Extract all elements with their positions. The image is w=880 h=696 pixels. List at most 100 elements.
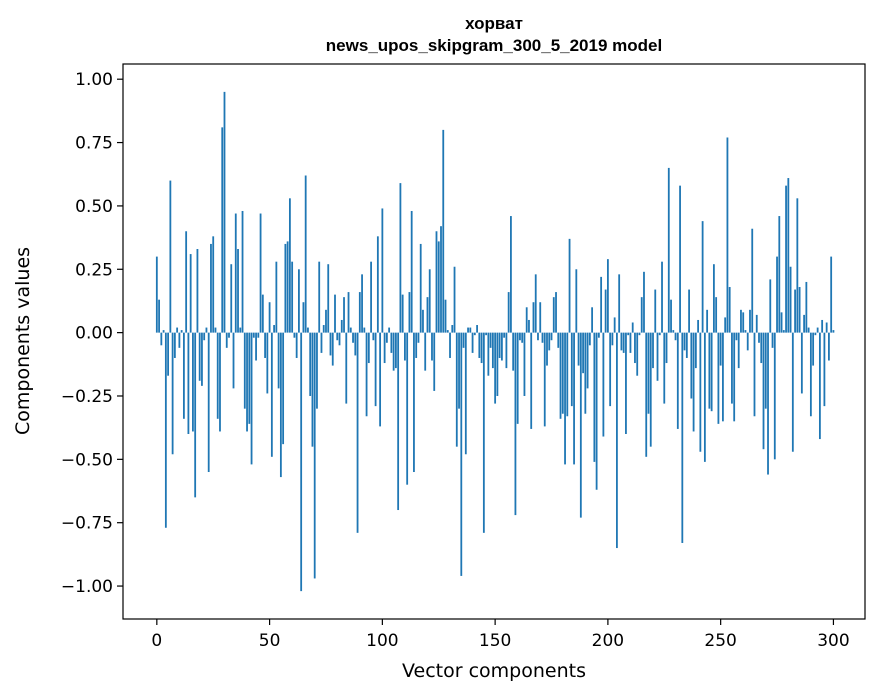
- bar: [663, 332, 666, 404]
- bar: [433, 332, 436, 391]
- bar: [814, 332, 817, 336]
- bar: [413, 332, 415, 473]
- bar: [505, 332, 508, 369]
- chart-title: хорват: [465, 14, 523, 33]
- bar: [710, 332, 713, 412]
- bar: [809, 332, 812, 417]
- bar: [232, 332, 235, 389]
- bar: [618, 274, 621, 333]
- bar: [570, 332, 573, 407]
- bar: [320, 332, 323, 353]
- x-tick-label: 200: [592, 631, 624, 651]
- bar: [340, 319, 343, 333]
- bar: [717, 332, 720, 424]
- bar: [302, 302, 305, 333]
- bar: [458, 332, 460, 409]
- bar: [645, 332, 648, 457]
- bar: [733, 332, 736, 422]
- bar: [455, 332, 458, 447]
- bar: [525, 307, 528, 333]
- bar: [374, 332, 377, 407]
- bar: [762, 332, 765, 450]
- bar: [528, 319, 530, 333]
- bar: [228, 332, 230, 338]
- bar: [288, 198, 291, 333]
- bar: [818, 332, 821, 440]
- bar: [609, 332, 612, 407]
- bar: [221, 127, 224, 333]
- y-tick-label: 0.50: [75, 197, 113, 217]
- bar: [275, 261, 278, 333]
- bar: [216, 332, 219, 419]
- bar: [643, 271, 645, 333]
- bar: [424, 332, 427, 371]
- bar: [494, 332, 497, 404]
- bar: [491, 332, 494, 369]
- bar: [519, 332, 521, 341]
- bar: [597, 332, 600, 338]
- bar: [485, 332, 488, 336]
- bar: [343, 297, 345, 333]
- bar: [602, 332, 605, 437]
- bar: [706, 309, 709, 333]
- bar: [579, 332, 582, 518]
- bar: [715, 297, 718, 333]
- x-axis-ticks: 0 50 100 150 200 250 300: [151, 619, 850, 651]
- plot-frame: [122, 63, 866, 620]
- bar: [467, 327, 469, 333]
- bar: [210, 243, 212, 333]
- bar: [652, 332, 654, 369]
- bar: [325, 309, 327, 333]
- bar: [219, 332, 221, 432]
- bar: [769, 279, 772, 333]
- x-tick-label: 300: [817, 631, 849, 651]
- bar: [230, 264, 233, 333]
- bar: [196, 249, 199, 333]
- bar: [771, 332, 774, 348]
- bar: [647, 332, 650, 414]
- bar: [408, 292, 411, 333]
- bar: [248, 332, 251, 424]
- bar: [552, 297, 555, 333]
- bar: [223, 91, 226, 333]
- bar: [404, 332, 406, 361]
- bar: [279, 332, 282, 478]
- bar: [428, 269, 431, 333]
- bar: [780, 312, 783, 333]
- bar: [791, 332, 794, 452]
- bar: [726, 137, 729, 333]
- bar: [352, 332, 354, 343]
- bar: [708, 332, 711, 409]
- bar: [160, 332, 163, 346]
- bar: [636, 332, 639, 376]
- bar: [782, 330, 785, 333]
- x-tick-label: 150: [479, 631, 511, 651]
- bar: [327, 264, 330, 333]
- bar: [363, 327, 366, 333]
- bar: [440, 226, 442, 333]
- bar: [316, 332, 318, 409]
- bar: [185, 231, 188, 333]
- bar: [559, 332, 562, 419]
- bar: [293, 332, 296, 338]
- bar: [825, 322, 828, 333]
- bar: [550, 332, 553, 341]
- bar: [616, 332, 618, 549]
- bar: [370, 261, 372, 333]
- bar: [532, 302, 535, 333]
- x-axis-label: Vector components: [402, 660, 586, 682]
- bar: [164, 332, 167, 528]
- bar: [203, 332, 206, 341]
- bar: [243, 332, 246, 409]
- bar: [318, 261, 321, 333]
- bar: [379, 332, 382, 427]
- bar: [724, 317, 727, 333]
- bar: [546, 332, 548, 366]
- bar: [176, 327, 179, 333]
- bar: [169, 180, 172, 333]
- bar: [201, 332, 203, 386]
- bar: [701, 221, 704, 333]
- bar: [234, 213, 237, 333]
- bar: [431, 332, 433, 361]
